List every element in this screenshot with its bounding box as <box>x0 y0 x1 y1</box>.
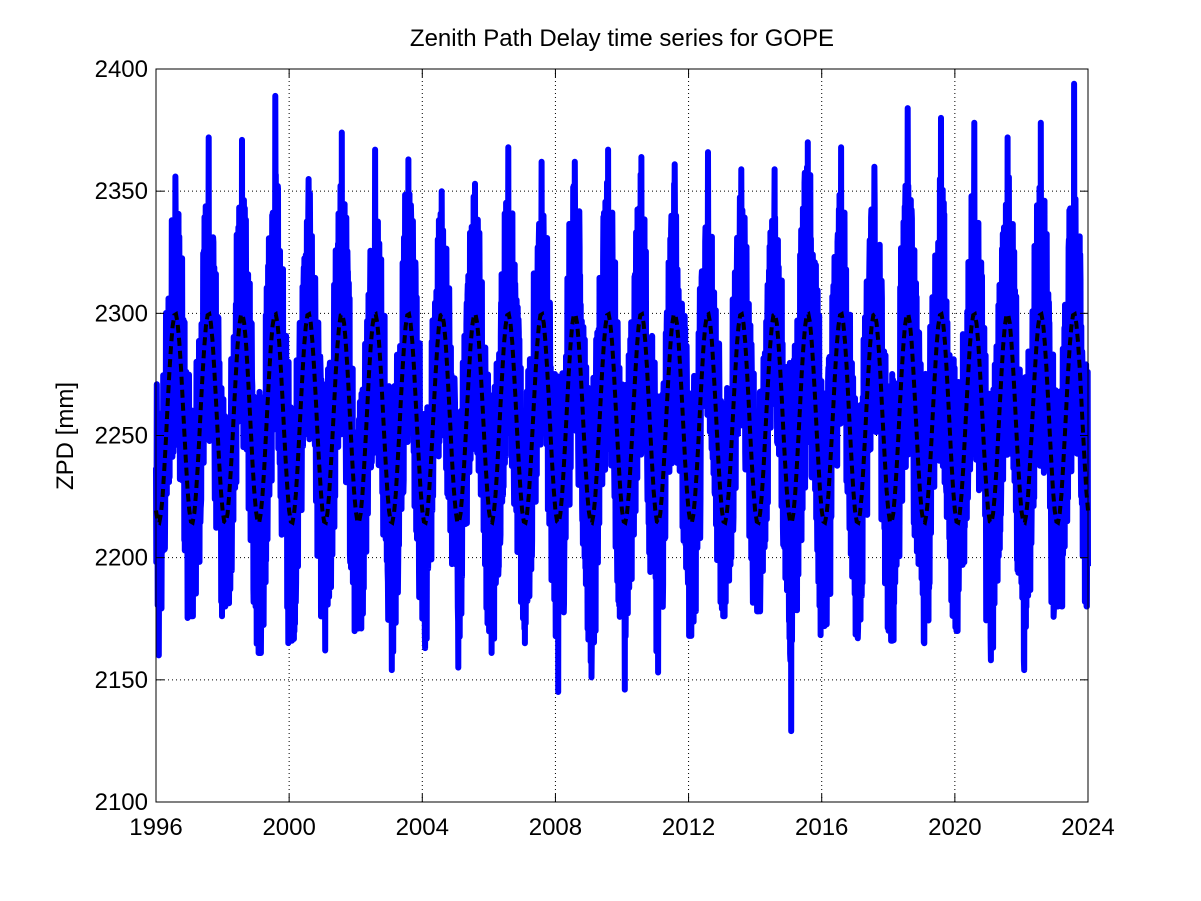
chart-title: Zenith Path Delay time series for GOPE <box>410 25 834 52</box>
x-tick-label: 2008 <box>529 814 582 841</box>
x-tick-label: 2012 <box>662 814 715 841</box>
y-tick-label: 2400 <box>95 56 148 83</box>
x-tick-label: 2024 <box>1061 814 1114 841</box>
x-axis-ticks: 1996 2000 2004 2008 2012 2016 2020 2024 <box>129 69 1115 841</box>
plot-area <box>153 80 1091 735</box>
y-tick-label: 2100 <box>95 789 148 816</box>
y-tick-label: 2250 <box>95 423 148 450</box>
series-line-model <box>154 310 1090 526</box>
y-tick-label: 2200 <box>95 545 148 572</box>
y-axis-label: ZPD [mm] <box>52 382 79 490</box>
y-tick-label: 2150 <box>95 667 148 694</box>
x-tick-label: 2016 <box>795 814 848 841</box>
x-tick-label: 2004 <box>396 814 449 841</box>
y-axis-ticks: 2100 2150 2200 2250 2300 2350 2400 <box>95 56 1088 816</box>
x-tick-label: 2000 <box>262 814 315 841</box>
y-tick-label: 2350 <box>95 178 148 205</box>
y-tick-label: 2300 <box>95 300 148 327</box>
x-tick-label: 2020 <box>928 814 981 841</box>
x-tick-label: 1996 <box>129 814 182 841</box>
